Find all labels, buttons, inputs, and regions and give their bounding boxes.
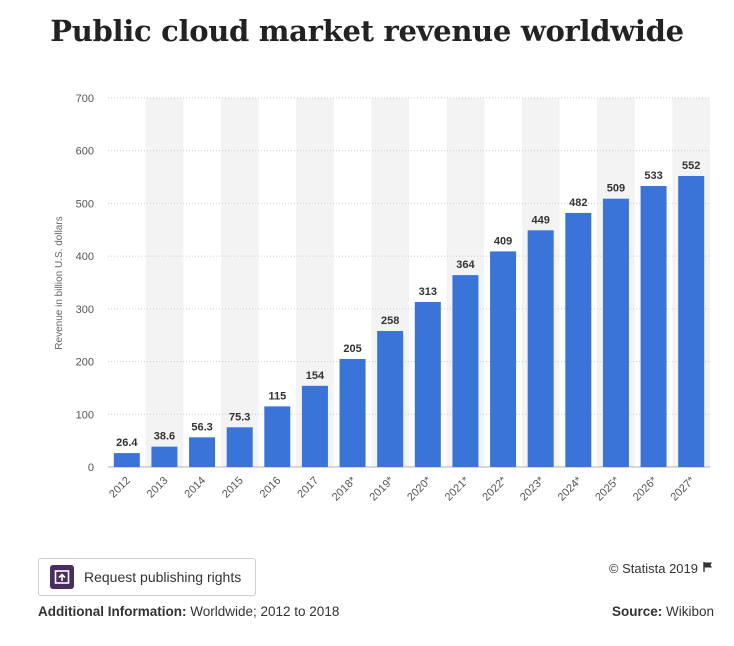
x-tick-label: 2022* — [480, 474, 509, 503]
x-tick-label: 2021* — [443, 474, 472, 503]
x-tick-label: 2025* — [593, 474, 622, 503]
x-tick-label: 2013 — [145, 475, 171, 501]
additional-info-label: Additional Information: — [38, 604, 187, 619]
value-label: 205 — [343, 343, 361, 355]
value-label: 449 — [532, 214, 550, 226]
bar[interactable] — [151, 446, 178, 467]
x-tick-label: 2020* — [405, 474, 434, 503]
y-tick-label: 400 — [76, 251, 94, 263]
source-value: Wikibon — [662, 604, 714, 619]
bar[interactable] — [264, 406, 291, 467]
y-tick-label: 300 — [76, 304, 94, 316]
publish-rights-icon — [50, 565, 74, 589]
bar[interactable] — [678, 176, 705, 467]
value-label: 313 — [419, 286, 437, 298]
bar[interactable] — [377, 330, 404, 467]
bar-chart: 0 100 200 300 400 500 600 700 26.4 38.6 56.3 75.3 1… — [54, 93, 710, 503]
value-label: 38.6 — [154, 431, 175, 443]
value-label: 26.4 — [116, 437, 138, 449]
bar[interactable] — [113, 453, 140, 467]
copyright-notice: © Statista 2019 — [609, 561, 714, 576]
x-tick-label: 2018* — [330, 474, 359, 503]
value-label: 533 — [644, 170, 662, 182]
x-tick-label: 2024* — [556, 474, 585, 503]
bar[interactable] — [226, 427, 253, 467]
additional-info-value: Worldwide; 2012 to 2018 — [186, 604, 340, 619]
y-tick-label: 200 — [76, 357, 94, 369]
value-label: 75.3 — [229, 411, 250, 423]
value-label: 258 — [381, 315, 399, 327]
flag-icon[interactable] — [702, 561, 714, 576]
value-label: 115 — [268, 390, 286, 402]
copyright-text: © Statista 2019 — [608, 561, 698, 576]
bar[interactable] — [339, 358, 366, 467]
bar[interactable] — [452, 275, 479, 467]
bar[interactable] — [301, 385, 328, 467]
y-tick-label: 500 — [76, 198, 94, 210]
bar[interactable] — [565, 212, 592, 467]
y-tick-label: 0 — [88, 462, 94, 474]
bar[interactable] — [490, 251, 517, 467]
bar[interactable] — [189, 437, 216, 467]
chart-title: Public cloud market revenue worldwide — [50, 14, 684, 48]
publish-button-label: Request publishing rights — [84, 569, 242, 585]
alternate-band — [145, 98, 184, 467]
source-information: Source: Wikibon — [612, 604, 714, 619]
value-label: 364 — [456, 259, 475, 271]
y-tick-label: 600 — [76, 146, 94, 158]
source-label: Source: — [611, 604, 663, 619]
x-tick-label: 2016 — [258, 475, 284, 501]
x-tick-label: 2023* — [518, 474, 547, 503]
alternate-band — [220, 98, 259, 467]
value-label: 552 — [682, 160, 700, 172]
x-tick-label: 2027* — [668, 474, 697, 503]
x-tick-label: 2019* — [367, 474, 396, 503]
x-tick-label: 2015 — [220, 475, 246, 501]
value-label: 482 — [569, 197, 587, 209]
y-axis-label: Revenue in billion U.S. dollars — [54, 216, 65, 349]
y-tick-label: 100 — [76, 409, 94, 421]
additional-information: Additional Information: Worldwide; 2012 … — [38, 604, 339, 619]
value-label: 509 — [607, 183, 625, 195]
y-tick-label: 700 — [76, 93, 94, 105]
bar[interactable] — [640, 186, 667, 468]
value-label: 56.3 — [191, 421, 212, 433]
bar[interactable] — [602, 198, 629, 468]
request-publishing-rights-button[interactable]: Request publishing rights — [38, 558, 256, 596]
x-tick-label: 2014 — [182, 475, 208, 501]
value-label: 409 — [494, 235, 512, 247]
bar[interactable] — [527, 230, 554, 467]
x-tick-label: 2012 — [107, 475, 133, 501]
bar[interactable] — [414, 302, 441, 467]
value-label: 154 — [306, 370, 325, 382]
x-tick-label: 2017 — [295, 475, 321, 501]
x-tick-label: 2026* — [631, 474, 660, 503]
